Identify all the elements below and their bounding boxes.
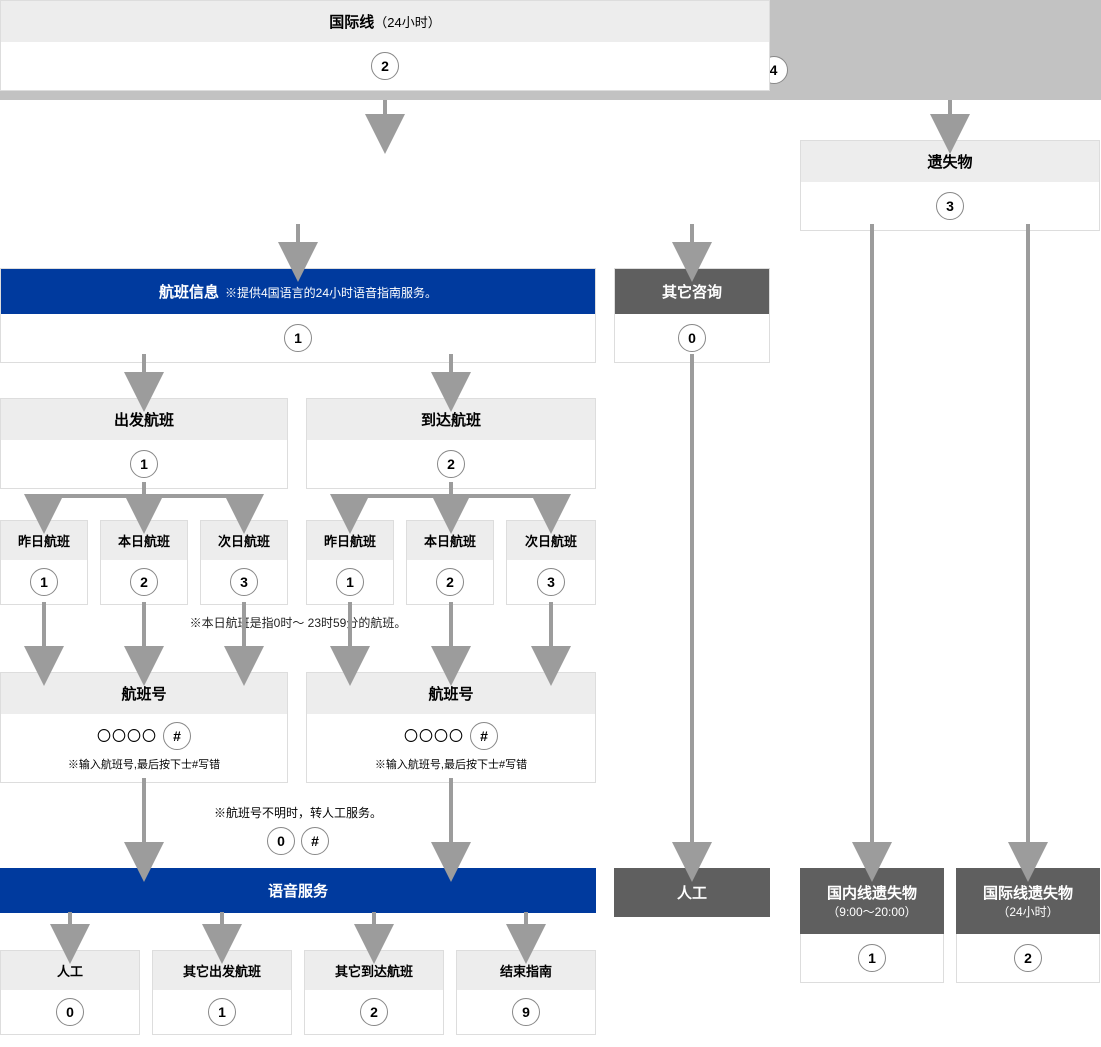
key-circle: 0 [678,324,706,352]
international-box: 国际线（24小时） 2 [0,0,770,91]
key-circle: 2 [371,52,399,80]
voice-opt-other-arr: 其它到达航班 2 [304,950,444,1035]
dep-flightnum-box: 航班号 〇〇〇〇# ※输入航班号,最后按下士#写错 [0,672,288,783]
flight-info-header: 航班信息※提供4国语言的24小时语音指南服务。 [1,269,595,314]
flowchart-canvas: 选择语言 日语1 英语2 汉语3 韩语4 国际线（24小时） 2 遗失物 3 航… [0,0,1101,1047]
lost-domestic-box: 国内线遗失物（9:00～20:00） 1 [800,868,944,983]
arr-today: 本日航班 2 [406,520,494,605]
lost-intl-box: 国际线遗失物（24小时） 2 [956,868,1100,983]
lost-title: 遗失物 [801,141,1099,182]
arr-flightnum-box: 航班号 〇〇〇〇# ※输入航班号,最后按下士#写错 [306,672,596,783]
voice-opt-operator: 人工 0 [0,950,140,1035]
key-circle: 3 [936,192,964,220]
today-note: ※本日航班是指0时～ 23时59分的航班。 [0,614,596,631]
dep-today: 本日航班 2 [100,520,188,605]
arrival-title: 到达航班 [307,399,595,440]
arr-yesterday: 昨日航班 1 [306,520,394,605]
flight-info-box: 航班信息※提供4国语言的24小时语音指南服务。 1 [0,268,596,363]
intl-title: 国际线（24小时） [1,1,769,42]
arr-tomorrow: 次日航班 3 [506,520,596,605]
departure-box: 出发航班 1 [0,398,288,489]
other-inquiry-title: 其它咨询 [615,269,769,314]
arrival-box: 到达航班 2 [306,398,596,489]
key-circle: 1 [130,450,158,478]
dep-tomorrow: 次日航班 3 [200,520,288,605]
operator-box: 人工 [614,868,770,917]
unknown-note-block: ※航班号不明时，转人工服务。 0 # [0,804,596,855]
lost-box: 遗失物 3 [800,140,1100,231]
key-circle: 2 [437,450,465,478]
key-circle: 1 [284,324,312,352]
voice-opt-other-dep: 其它出发航班 1 [152,950,292,1035]
departure-title: 出发航班 [1,399,287,440]
voice-opt-end: 结束指南 9 [456,950,596,1035]
other-inquiry-box: 其它咨询 0 [614,268,770,363]
dep-yesterday: 昨日航班 1 [0,520,88,605]
voice-service-box: 语音服务 [0,868,596,913]
